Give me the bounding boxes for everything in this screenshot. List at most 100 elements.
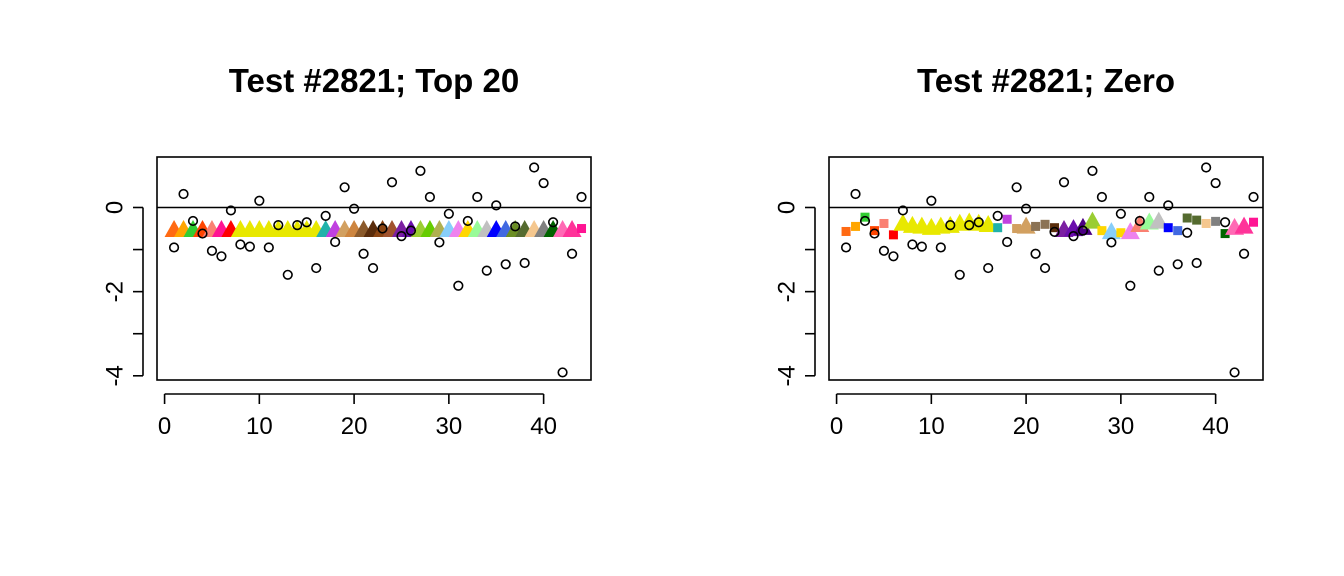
observed-point xyxy=(1030,248,1041,259)
estimate-square-point xyxy=(1097,226,1107,236)
observed-point xyxy=(1238,248,1250,259)
observed-point xyxy=(1115,208,1126,219)
x-tick-label: 20 xyxy=(341,413,368,440)
observed-point xyxy=(263,242,274,253)
observed-point xyxy=(386,177,398,188)
estimate-triangle-point xyxy=(1016,216,1036,234)
observed-point xyxy=(1106,237,1117,248)
observed-point xyxy=(225,205,237,216)
observed-point xyxy=(992,210,1003,222)
estimate-triangle-point xyxy=(562,220,582,238)
estimate-square-point xyxy=(841,226,851,236)
estimate-square-point xyxy=(1031,221,1041,231)
observed-point xyxy=(510,221,521,232)
y-tick-label: -2 xyxy=(102,281,129,302)
observed-point xyxy=(926,195,937,206)
observed-point xyxy=(472,191,483,203)
observed-point xyxy=(859,215,871,227)
observed-point xyxy=(292,220,303,231)
observed-point xyxy=(964,220,975,231)
observed-point xyxy=(273,220,284,231)
observed-point xyxy=(1058,177,1070,188)
observed-point xyxy=(850,188,861,200)
estimate-square-point xyxy=(1012,224,1022,234)
observed-point xyxy=(1049,226,1060,237)
observed-point xyxy=(254,195,265,206)
observed-point xyxy=(529,162,540,173)
observed-point xyxy=(888,251,899,262)
chart-title: Test #2821; Zero xyxy=(917,62,1175,99)
observed-point xyxy=(415,165,426,176)
chart-title: Test #2821; Top 20 xyxy=(229,62,519,99)
observed-point xyxy=(1002,236,1013,248)
observed-point xyxy=(301,217,312,228)
chart-panel-1: Test #2821; Top 20 0 10 20 30 40 0 -2 -4 xyxy=(102,62,592,440)
observed-point xyxy=(320,210,331,222)
x-tick-label: 40 xyxy=(1202,413,1229,440)
observed-point xyxy=(1039,262,1051,274)
observed-point xyxy=(367,262,379,274)
observed-point xyxy=(396,231,407,242)
estimate-triangle-point xyxy=(1234,216,1254,234)
estimate-square-point xyxy=(879,218,889,228)
observed-point xyxy=(840,242,852,253)
observed-point xyxy=(1096,191,1108,203)
x-tick-label: 30 xyxy=(436,413,463,440)
observed-point xyxy=(1191,257,1202,269)
plot-frame xyxy=(828,156,1264,381)
observed-point xyxy=(878,245,890,256)
x-tick-label: 40 xyxy=(530,413,557,440)
observed-point xyxy=(168,242,180,253)
observed-point xyxy=(405,225,417,236)
plot-frame xyxy=(156,156,592,381)
observed-point xyxy=(983,262,994,274)
x-tick-label: 10 xyxy=(918,413,945,440)
observed-point xyxy=(330,236,341,248)
observed-point xyxy=(1087,165,1098,176)
observed-point xyxy=(1182,227,1193,238)
estimate-square-point xyxy=(1116,228,1126,238)
observed-point xyxy=(434,237,445,248)
estimate-square-point xyxy=(1040,219,1050,229)
observed-point xyxy=(945,220,956,231)
observed-point xyxy=(916,241,927,252)
estimate-triangle-point xyxy=(1101,222,1121,240)
observed-point xyxy=(1201,162,1212,173)
observed-point xyxy=(197,228,208,239)
observed-point xyxy=(453,280,464,291)
observed-point xyxy=(216,251,227,262)
estimate-square-point xyxy=(577,224,587,234)
estimate-triangle-point xyxy=(1082,211,1102,229)
observed-point xyxy=(1153,265,1164,276)
observed-point xyxy=(187,215,199,227)
observed-point xyxy=(1163,200,1174,211)
estimate-square-point xyxy=(1002,214,1012,224)
observed-point xyxy=(311,262,322,274)
observed-point xyxy=(481,265,492,276)
estimate-triangle-point xyxy=(1149,211,1169,229)
observed-point xyxy=(1021,203,1032,214)
observed-point xyxy=(954,269,965,280)
chart-panel-2: Test #2821; Zero 0 10 20 30 40 0 -2 -4 xyxy=(774,62,1264,440)
observed-point xyxy=(897,205,909,216)
observed-point xyxy=(500,259,511,270)
estimate-square-point xyxy=(1173,226,1183,236)
observed-point xyxy=(538,177,549,189)
observed-point xyxy=(358,248,369,259)
estimate-square-point xyxy=(869,226,879,236)
observed-point xyxy=(1125,280,1136,291)
observed-point xyxy=(1011,182,1022,193)
observed-point xyxy=(377,223,388,234)
observed-point xyxy=(973,217,984,228)
observed-point xyxy=(935,242,946,253)
observed-point xyxy=(1144,191,1155,203)
x-tick-label: 30 xyxy=(1108,413,1135,440)
y-tick-label: -4 xyxy=(774,365,801,386)
x-tick-label: 20 xyxy=(1013,413,1040,440)
estimate-square-point xyxy=(1192,215,1202,225)
observed-point xyxy=(244,241,255,252)
observed-point xyxy=(178,188,189,200)
estimate-square-point xyxy=(1249,217,1259,227)
observed-point xyxy=(566,248,578,259)
